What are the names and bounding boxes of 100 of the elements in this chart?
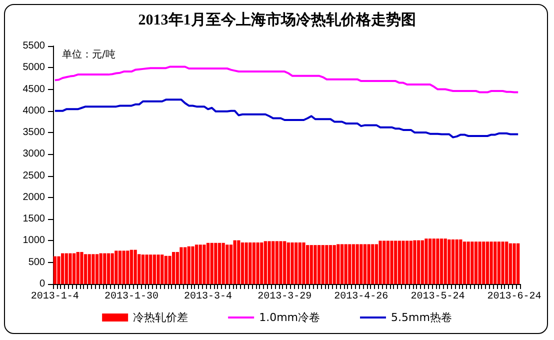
bar (336, 244, 340, 284)
bar (57, 256, 60, 284)
bar (187, 246, 190, 284)
bar (348, 244, 352, 284)
bar (160, 254, 164, 284)
bar (378, 240, 382, 284)
bar (448, 239, 451, 284)
bar (145, 254, 148, 284)
bar (340, 244, 344, 284)
bar (233, 240, 236, 284)
x-tick-label: 2013-4-26 (334, 292, 388, 302)
bar (168, 256, 172, 284)
bar (275, 241, 278, 284)
bar (237, 240, 240, 284)
bar (149, 254, 152, 284)
bar (72, 253, 76, 284)
bar (298, 242, 302, 284)
bar (413, 240, 416, 284)
bar (420, 240, 424, 284)
bar (272, 241, 275, 284)
bar (99, 253, 102, 284)
bar (118, 250, 122, 284)
bar (198, 244, 202, 284)
bar (482, 242, 486, 284)
bar (106, 253, 110, 284)
bar (283, 241, 286, 284)
bar (505, 242, 508, 284)
x-tick-label: 2013-3-29 (258, 292, 312, 302)
bar (374, 244, 378, 284)
bar (371, 244, 374, 284)
bar (80, 252, 84, 284)
bar (252, 242, 256, 284)
bar (432, 238, 436, 284)
bar (103, 253, 106, 284)
bar (321, 245, 324, 284)
bar (455, 239, 458, 284)
y-tick-label: 5000 (22, 62, 46, 74)
line-series (54, 66, 520, 94)
bar (360, 244, 363, 284)
bar (95, 254, 99, 284)
bar (122, 250, 126, 284)
bar (325, 245, 328, 284)
bar (512, 243, 516, 284)
bar (406, 240, 409, 284)
x-tick-label: 2013-1-30 (104, 292, 158, 302)
bar (394, 240, 398, 284)
bar (244, 242, 248, 284)
bar (416, 240, 420, 284)
bar (229, 244, 233, 284)
bar (302, 242, 306, 284)
bar (256, 242, 260, 284)
annotation: 单位：元/吨 (62, 48, 116, 60)
bar (466, 242, 470, 284)
bar (202, 244, 206, 284)
bar (68, 253, 72, 284)
bar (386, 240, 390, 284)
bar (164, 256, 168, 284)
bar (501, 242, 504, 284)
y-tick-label: 3000 (22, 148, 46, 160)
bar (152, 254, 156, 284)
bar (409, 240, 412, 284)
y-tick-label: 2500 (22, 170, 46, 182)
bar (332, 245, 336, 284)
line-series (54, 98, 520, 138)
bar (53, 256, 56, 284)
bar (328, 245, 332, 284)
bar (218, 242, 222, 284)
y-tick-label: 5500 (22, 40, 46, 52)
x-tick-label: 2013-1-4 (30, 292, 79, 302)
bar (172, 252, 176, 284)
bar (444, 238, 447, 284)
bar (126, 250, 130, 284)
bar (363, 244, 367, 284)
bar (356, 244, 359, 284)
bar (260, 242, 264, 284)
bar (191, 246, 194, 284)
bar (156, 254, 160, 284)
bar (222, 242, 225, 284)
bar (470, 242, 474, 284)
y-tick-label: 1500 (22, 214, 46, 225)
bar (206, 242, 210, 284)
bar (367, 244, 370, 284)
bar (436, 238, 440, 284)
bar (138, 254, 141, 284)
bar (268, 241, 271, 284)
bar (210, 242, 214, 284)
bar (344, 244, 348, 284)
bar (494, 242, 497, 284)
legend-label: 5.5mm热卷 (391, 311, 452, 324)
y-tick-label: 500 (28, 256, 46, 268)
bar (214, 242, 218, 284)
bar (459, 239, 462, 284)
bar (462, 242, 466, 284)
y-tick-label: 1000 (22, 235, 46, 246)
bar (264, 241, 268, 284)
bar (451, 239, 455, 284)
bar (180, 247, 183, 284)
bar (306, 245, 310, 284)
x-tick-label: 2013-6-24 (487, 292, 542, 302)
bar (516, 243, 520, 284)
